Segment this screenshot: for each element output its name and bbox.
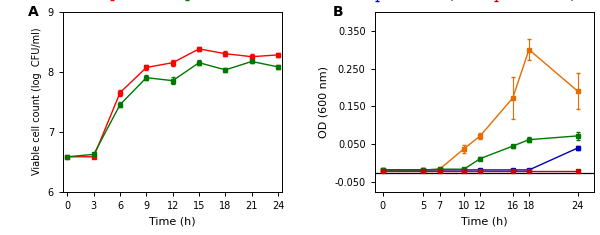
Legend: Glucose at L-phase, Sucrose at L-phase, Glucose at S-phase, Sucrose at S-phase: Glucose at L-phase, Sucrose at L-phase, …	[365, 0, 600, 5]
X-axis label: Time (h): Time (h)	[461, 216, 508, 226]
Y-axis label: Viable cell count (log  CFU/ml): Viable cell count (log CFU/ml)	[32, 28, 42, 176]
Text: B: B	[333, 4, 344, 19]
X-axis label: Time (h): Time (h)	[149, 216, 196, 226]
Legend: Sucrose, Glucose: Sucrose, Glucose	[99, 0, 247, 5]
Y-axis label: OD (600 nm): OD (600 nm)	[319, 66, 329, 138]
Text: A: A	[28, 4, 38, 19]
